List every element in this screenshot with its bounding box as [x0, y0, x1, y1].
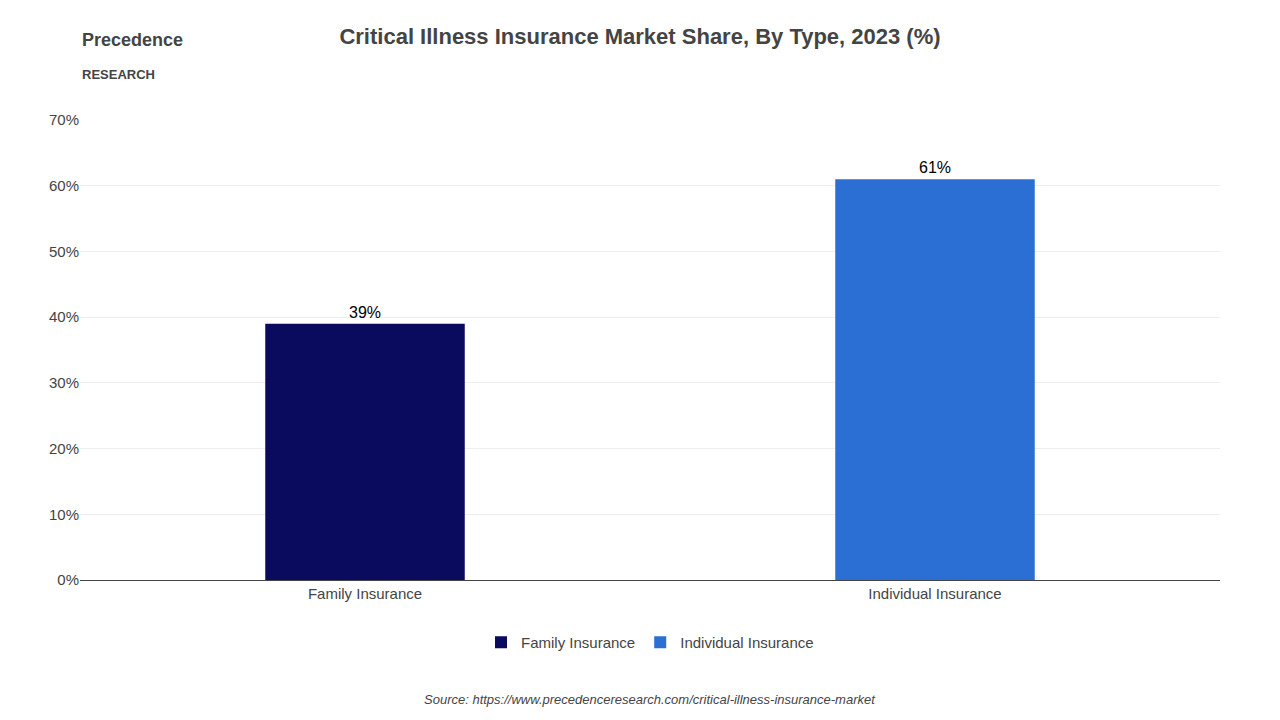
- svg-text:50%: 50%: [49, 243, 79, 260]
- svg-text:70%: 70%: [49, 111, 79, 128]
- svg-text:60%: 60%: [49, 177, 79, 194]
- svg-text:0%: 0%: [57, 571, 79, 588]
- svg-text:Family Insurance: Family Insurance: [308, 585, 422, 602]
- svg-text:40%: 40%: [49, 308, 79, 325]
- svg-text:Critical Illness Insurance Mar: Critical Illness Insurance Market Share,…: [339, 24, 940, 49]
- svg-text:Individual Insurance: Individual Insurance: [868, 585, 1001, 602]
- svg-text:RESEARCH: RESEARCH: [82, 67, 155, 82]
- svg-text:Individual Insurance: Individual Insurance: [680, 634, 813, 651]
- svg-text:30%: 30%: [49, 374, 79, 391]
- svg-text:39%: 39%: [349, 304, 381, 321]
- svg-text:10%: 10%: [49, 506, 79, 523]
- svg-text:Family Insurance: Family Insurance: [521, 634, 635, 651]
- svg-text:Source: https://www.precedence: Source: https://www.precedenceresearch.c…: [424, 692, 876, 707]
- svg-text:20%: 20%: [49, 440, 79, 457]
- svg-text:61%: 61%: [919, 159, 951, 176]
- svg-text:Precedence: Precedence: [82, 30, 183, 50]
